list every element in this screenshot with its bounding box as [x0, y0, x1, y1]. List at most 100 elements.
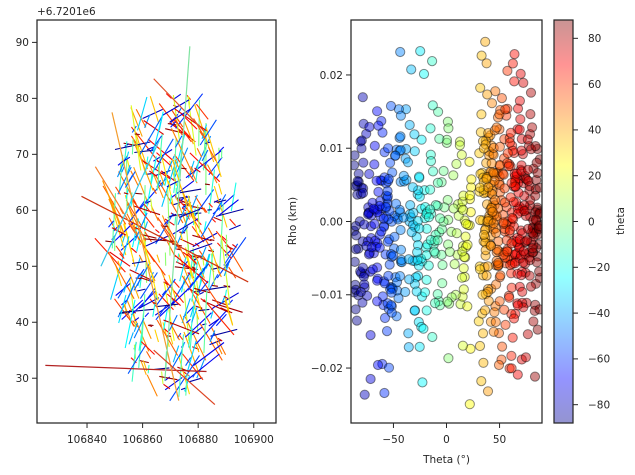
- scatter-point: [415, 253, 427, 264]
- scatter-point: [530, 278, 542, 289]
- segment-line: [209, 238, 215, 241]
- scatter-point: [386, 216, 397, 227]
- segment-line: [149, 324, 154, 327]
- scatter-point: [425, 204, 436, 215]
- scatter-point: [501, 219, 512, 230]
- segment-line: [164, 328, 171, 335]
- scatter-point: [479, 225, 491, 236]
- scatter-point: [383, 173, 394, 185]
- segment-line: [124, 299, 136, 349]
- segment-line: [147, 161, 164, 199]
- scatter-point: [478, 172, 489, 183]
- right-y-ticks: −0.02 −0.01 0.00 0.01 0.02: [311, 70, 351, 375]
- scatter-point: [532, 204, 542, 215]
- scatter-point: [379, 278, 390, 289]
- segment-line: [131, 260, 147, 265]
- segment-line: [163, 281, 169, 286]
- segment-line: [200, 246, 207, 260]
- segment-line: [208, 202, 213, 208]
- segment-line: [180, 232, 184, 242]
- scatter-point: [475, 215, 486, 226]
- segment-line: [171, 351, 183, 370]
- scatter-point: [353, 243, 364, 254]
- scatter-point: [476, 376, 487, 387]
- scatter-point: [502, 252, 513, 264]
- scatter-point: [355, 286, 366, 298]
- segment-line: [217, 270, 222, 278]
- scatter-point: [530, 190, 541, 201]
- segment-line: [107, 251, 135, 300]
- scatter-point: [518, 178, 529, 189]
- segment-line: [135, 256, 142, 272]
- scatter-point: [477, 308, 488, 319]
- left-y-ticks: 30 40 50 60 70 80 90: [16, 37, 37, 385]
- scatter-point: [356, 135, 367, 146]
- scatter-point: [405, 200, 416, 211]
- segment-line: [163, 219, 169, 225]
- y-axis-label: Rho (km): [287, 197, 299, 245]
- scatter-point: [500, 258, 511, 269]
- segment-line: [223, 243, 239, 266]
- scatter-point: [464, 190, 475, 201]
- y-tick-label: 90: [16, 37, 29, 49]
- scatter-point: [479, 305, 491, 316]
- colorbar-ticks: −80 −60 −40 −20 0 20 40 60 80: [573, 33, 610, 411]
- scatter-point: [486, 283, 497, 294]
- scatter-point: [487, 185, 498, 196]
- scatter-point: [485, 179, 496, 190]
- scatter-point: [490, 301, 501, 312]
- left-x-ticks: 106840 106860 106880 106900: [67, 423, 274, 446]
- scatter-point: [396, 254, 407, 266]
- scatter-point: [512, 369, 523, 380]
- scatter-point: [421, 250, 432, 261]
- scatter-point: [419, 185, 430, 196]
- scatter-point: [412, 270, 424, 282]
- segment-line: [174, 159, 179, 168]
- colorbar-tick-label: −20: [588, 262, 610, 274]
- scatter-point: [502, 216, 513, 227]
- scatter-point: [516, 166, 527, 177]
- scatter-point: [386, 307, 397, 318]
- scatter-point: [401, 143, 412, 155]
- segment-line: [228, 266, 237, 279]
- scatter-point: [484, 150, 495, 161]
- scatter-point: [478, 229, 490, 240]
- scatter-point: [519, 205, 530, 217]
- segment-line: [163, 278, 185, 303]
- scatter-point: [435, 213, 446, 224]
- scatter-point: [464, 156, 475, 167]
- scatter-point: [378, 299, 389, 311]
- scatter-point: [490, 195, 501, 206]
- scatter-point: [486, 214, 497, 225]
- long-segment-line: [153, 78, 205, 132]
- scatter-point: [509, 258, 521, 269]
- scatter-point: [374, 200, 385, 212]
- segment-line: [213, 198, 222, 203]
- scatter-point: [490, 223, 501, 234]
- segment-line: [166, 293, 181, 307]
- scatter-point: [502, 148, 513, 159]
- segment-line: [109, 251, 131, 267]
- segment-line: [156, 165, 165, 186]
- segment-line: [186, 253, 198, 266]
- scatter-point: [379, 387, 390, 399]
- scatter-point: [502, 103, 513, 114]
- scatter-point: [410, 222, 421, 233]
- long-segment-line: [153, 349, 216, 405]
- scatter-point: [506, 363, 517, 374]
- scatter-point: [491, 168, 502, 179]
- scatter-point: [523, 141, 535, 152]
- scatter-point: [455, 299, 466, 310]
- scatter-point: [493, 236, 504, 247]
- scatter-point: [361, 128, 372, 139]
- scatter-point: [432, 235, 443, 246]
- scatter-point: [373, 120, 384, 131]
- scatter-point: [380, 249, 391, 260]
- scatter-point: [500, 252, 511, 263]
- scatter-point: [504, 292, 515, 303]
- scatter-point: [391, 311, 402, 322]
- scatter-point: [497, 341, 508, 352]
- segment-line: [110, 236, 130, 300]
- segment-line: [128, 222, 155, 263]
- segment-line: [217, 199, 227, 203]
